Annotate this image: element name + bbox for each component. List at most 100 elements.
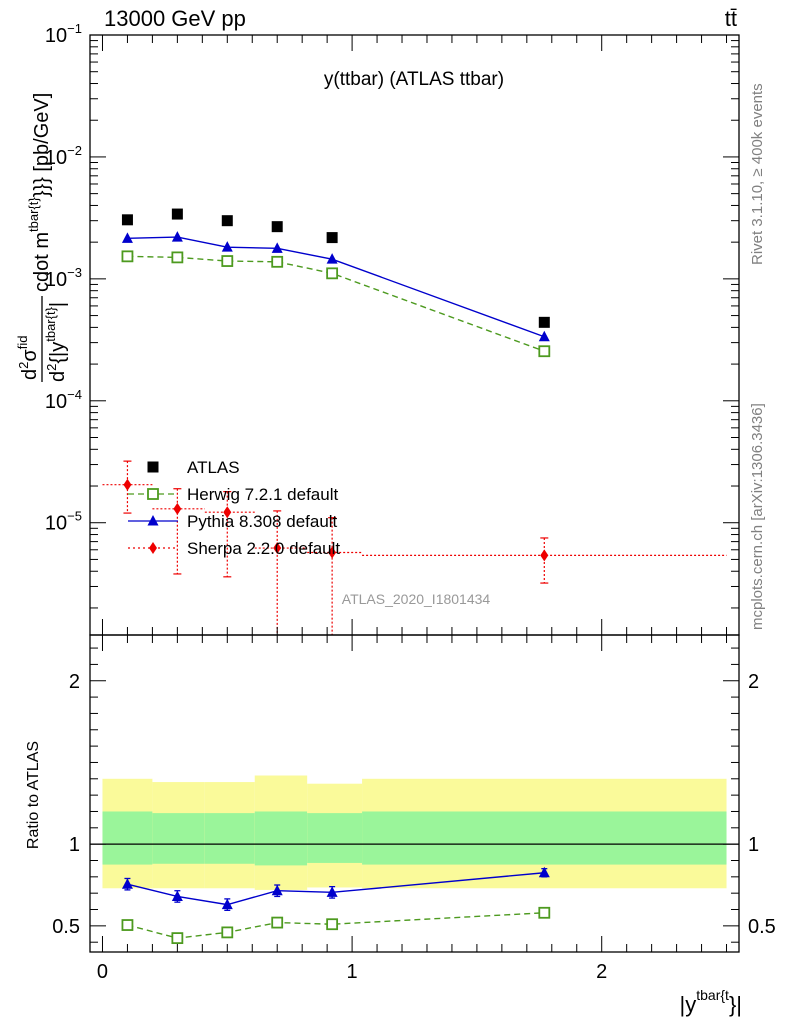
ylabel-num-exp: 2 <box>16 362 31 369</box>
ratio-y-ticklabel-right: 0.5 <box>748 916 776 938</box>
ratio-y-axis-label: Ratio to ATLAS <box>25 741 42 849</box>
ratio-series-layer <box>121 866 551 945</box>
ratio-series-pythia <box>121 866 550 911</box>
ratio-point <box>538 866 550 878</box>
legend-label: Pythia 8.308 default <box>187 512 338 531</box>
inner-band <box>102 811 153 865</box>
ratio-point <box>326 918 339 931</box>
legend: ATLAS Herwig 7.2.1 default Pythia 8.308 de… <box>128 458 340 558</box>
data-point <box>171 208 183 220</box>
main-y-ticklabel: 10−5 <box>45 509 82 535</box>
ylabel-num-fid: fid <box>15 336 30 350</box>
ratio-x-ticklabel: 2 <box>596 961 607 983</box>
inner-band <box>152 813 205 864</box>
ratio-point <box>538 906 551 919</box>
inner-band <box>204 813 255 864</box>
xlabel-post: }| <box>729 992 742 1017</box>
data-point <box>540 549 549 562</box>
ratio-axis-ticks <box>90 635 739 952</box>
xlabel-sup: tbar{t <box>696 987 729 1003</box>
legend-label: ATLAS <box>187 458 240 477</box>
legend-marker <box>149 542 157 554</box>
ratio-point <box>171 932 184 945</box>
ratio-point <box>271 884 283 896</box>
ylabel-den-end: | <box>47 302 69 307</box>
ratio-line <box>127 872 545 906</box>
main-series-atlas <box>121 208 550 328</box>
ratio-line <box>127 912 545 939</box>
data-point <box>538 316 550 328</box>
ylabel-den-d: d <box>47 371 69 382</box>
ratio-y-ticklabel: 1 <box>69 834 80 856</box>
legend-marker <box>147 488 159 500</box>
ylabel-den-sup: tbar{t} <box>43 306 58 341</box>
ylabel-rest-pre: cdot m <box>31 232 53 292</box>
ratio-point <box>121 878 133 889</box>
header-right: tt̄ <box>725 6 737 31</box>
ratio-point <box>171 890 183 901</box>
ylabel-rest-post: }}} [pb/GeV] <box>31 93 53 198</box>
main-series-herwig <box>121 250 551 358</box>
header-left: 13000 GeV pp <box>104 6 246 31</box>
ylabel-num-sigma: σ <box>19 349 41 362</box>
ratio-x-ticklabel: 1 <box>347 961 358 983</box>
data-point <box>538 345 551 358</box>
ratio-y-ticklabel-right: 2 <box>748 671 759 693</box>
data-point <box>221 255 234 267</box>
data-point <box>326 267 339 280</box>
ratio-x-ticklabels: 0 1 2 <box>97 961 607 983</box>
ratio-point <box>221 926 234 939</box>
legend-label: Herwig 7.2.1 default <box>187 485 338 504</box>
data-point <box>121 232 133 243</box>
svg-text:d2{|ytbar{t}|: d2{|ytbar{t}| <box>43 302 69 382</box>
ratio-point <box>221 898 233 910</box>
data-point <box>271 221 283 233</box>
ratio-uncertainty-bands <box>102 775 727 890</box>
legend-marker <box>147 515 159 526</box>
ratio-y-ticklabels: 0.5 0.5 1 1 2 2 <box>52 671 776 938</box>
ratio-x-axis-label: |ytbar{t}| <box>680 987 742 1017</box>
ratio-point <box>271 916 284 929</box>
data-point <box>171 251 184 264</box>
data-point <box>221 241 233 252</box>
ratio-y-ticklabel-right: 1 <box>748 834 759 856</box>
main-plot-title: y(ttbar) (ATLAS ttbar) <box>324 69 504 90</box>
main-series-layer <box>102 208 727 635</box>
ratio-series-herwig <box>121 906 551 945</box>
data-point <box>273 542 282 555</box>
ylabel-den-exp: 2 <box>44 364 59 371</box>
xlabel-pre: |y <box>680 992 697 1017</box>
main-y-ticklabel: 10−4 <box>45 387 82 413</box>
ratio-point <box>121 919 134 931</box>
ylabel-den-body: {|y <box>47 342 69 364</box>
data-point <box>326 253 338 264</box>
rivet-version-label: Rivet 3.1.10, ≥ 400k events <box>749 83 766 265</box>
main-panel: 10−5 10−4 10−3 10−2 10−1 y(ttbar) (ATLAS ttb… <box>45 21 740 636</box>
main-y-ticklabel: 10−2 <box>45 143 82 169</box>
svg-text:d2σfid: d2σfid <box>15 336 41 380</box>
data-point <box>538 330 550 342</box>
main-series-pythia <box>121 231 550 342</box>
main-plot-area <box>90 35 739 635</box>
ratio-y-ticklabel: 2 <box>69 671 80 693</box>
data-point <box>121 214 133 226</box>
series-line <box>127 236 545 338</box>
data-point <box>171 231 183 242</box>
inner-band <box>254 811 308 866</box>
main-series-sherpa <box>102 460 727 635</box>
analysis-watermark: ATLAS_2020_I1801434 <box>342 591 491 607</box>
ylabel-num-d: d <box>19 369 41 380</box>
data-point <box>223 506 232 519</box>
data-point <box>326 232 338 244</box>
ratio-panel: 0.5 0.5 1 1 2 2 0 1 2 <box>52 634 776 983</box>
ylabel-rest-sup: tbar{t} <box>26 197 41 232</box>
data-point <box>221 215 233 227</box>
main-y-ticklabel: 10−3 <box>45 265 82 291</box>
main-axis-ticks <box>90 34 739 635</box>
data-point <box>121 250 134 263</box>
ratio-x-ticklabel: 0 <box>97 961 108 983</box>
ratio-y-ticklabel: 0.5 <box>52 916 80 938</box>
main-y-axis-label: d2σfid d2{|ytbar{t}| cdot mtbar{t}}}} [p… <box>15 93 69 382</box>
data-point <box>271 242 283 253</box>
